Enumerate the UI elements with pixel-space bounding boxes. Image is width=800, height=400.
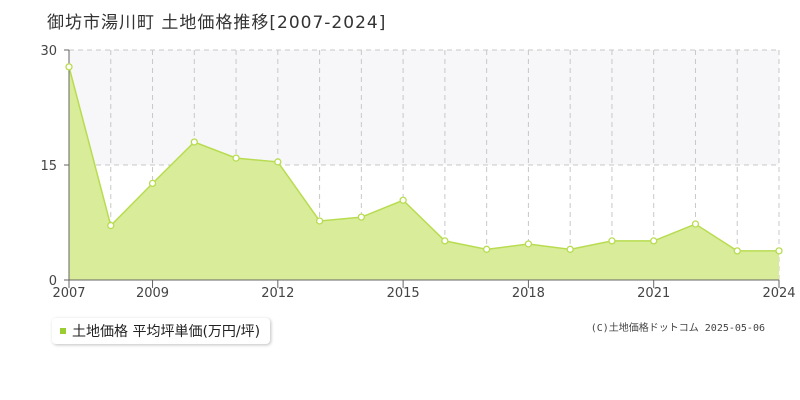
- data-point: [65, 63, 73, 71]
- x-tick-label: 2007: [52, 286, 85, 301]
- copyright-text: (C)土地価格ドットコム 2025-05-06: [590, 323, 765, 334]
- legend: 土地価格 平均坪単価(万円/坪): [52, 318, 271, 344]
- data-point: [399, 196, 407, 204]
- data-point: [232, 154, 240, 162]
- band-layer: [69, 50, 779, 165]
- data-point: [733, 247, 741, 255]
- x-tick-label: 2009: [136, 286, 169, 301]
- y-tick-label: 30: [40, 44, 57, 59]
- data-point: [274, 158, 282, 166]
- data-point: [650, 237, 658, 245]
- area-layer: [68, 66, 779, 280]
- chart-title: 御坊市湯川町 土地価格推移[2007-2024]: [47, 13, 387, 33]
- x-tick-label: 2024: [762, 286, 795, 301]
- legend-label: 土地価格 平均坪単価(万円/坪): [72, 324, 261, 340]
- point-layer: [65, 63, 783, 255]
- background-band: [69, 50, 779, 165]
- y-tick-label: 0: [49, 274, 57, 289]
- data-point: [608, 237, 616, 245]
- data-point: [441, 237, 449, 245]
- data-point: [190, 138, 198, 146]
- data-point: [107, 221, 115, 230]
- data-point: [524, 240, 533, 248]
- series-area: [69, 66, 779, 280]
- x-tick-label: 2021: [637, 286, 670, 301]
- x-tick-label: 2018: [512, 286, 545, 301]
- x-tick-label: 2012: [261, 286, 294, 301]
- data-point: [315, 217, 324, 225]
- label-layer: 0 15 30 2007 2009 2012 2015 2018 2021 2024: [40, 44, 795, 301]
- axis-layer: [64, 49, 780, 288]
- data-point: [357, 213, 366, 221]
- data-point: [148, 179, 157, 188]
- y-tick-label: 15: [40, 159, 57, 174]
- data-point: [566, 245, 574, 253]
- data-point: [775, 247, 783, 255]
- series-line: [68, 66, 779, 252]
- legend-swatch: [60, 328, 66, 334]
- data-point: [482, 245, 491, 253]
- x-tick-label: 2015: [387, 286, 420, 301]
- data-point: [691, 220, 700, 228]
